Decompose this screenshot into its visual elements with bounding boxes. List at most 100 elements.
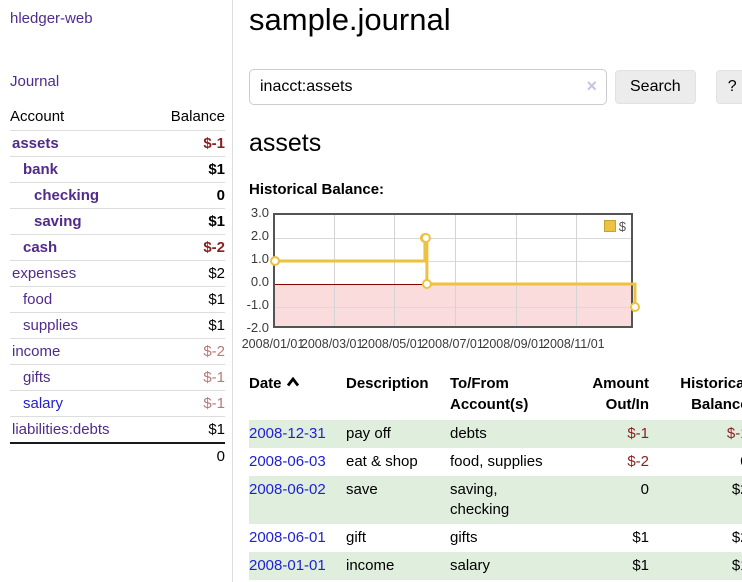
account-balance: $2 xyxy=(149,260,225,287)
register-cell-balance: $2 xyxy=(731,528,742,546)
register-row: 2008-01-01 income salary $1 $1 xyxy=(249,551,742,580)
register-header-tofrom: To/From Account(s) xyxy=(450,374,529,413)
register-header-description: Description xyxy=(346,374,429,392)
v-gridline xyxy=(394,214,396,326)
account-heading: assets xyxy=(249,128,322,157)
transaction-date-link[interactable]: 2008-06-02 xyxy=(249,480,326,498)
account-link[interactable]: gifts xyxy=(23,369,51,386)
account-link[interactable]: checking xyxy=(34,187,100,204)
register-cell-description: save xyxy=(346,480,378,498)
x-axis-tick-label: 2008/09/01 xyxy=(482,336,545,351)
search-input-wrapper: × xyxy=(249,68,607,105)
account-row: income $-2 xyxy=(10,338,225,365)
v-gridline xyxy=(515,214,517,326)
x-axis-tick-label: 2008/11/01 xyxy=(542,336,605,351)
register-row: 2008-12-31 pay off debts $-1 $-1 xyxy=(249,419,742,448)
account-row: salary $-1 xyxy=(10,390,225,417)
register-cell-amount: $-1 xyxy=(627,424,649,442)
x-axis-tick-label: 2008/01/01 xyxy=(241,336,305,351)
register-cell-date: 2008-06-01 xyxy=(249,524,346,552)
accounts-table: Account Balance assets $-1 bank $1 checking 0… xyxy=(10,105,225,469)
accounts-total-value: 0 xyxy=(149,442,225,469)
historical-balance-chart: 3.0 2.0 1.0 0.0 -1.0 -2.0 $2008/01/01 2008/03/0… xyxy=(241,205,742,358)
account-balance: $1 xyxy=(149,286,225,313)
legend-label: $ xyxy=(618,218,626,234)
register-row: 2008-06-01 gift gifts $1 $2 xyxy=(249,524,742,552)
register-cell-tofrom: debts xyxy=(450,424,487,442)
account-link[interactable]: food xyxy=(23,291,53,308)
account-link[interactable]: liabilities:debts xyxy=(12,421,110,438)
x-axis-tick-label: 2008/07/01 xyxy=(421,336,484,351)
register-header-date[interactable]: Date xyxy=(249,370,346,420)
account-row: saving $1 xyxy=(10,208,225,235)
chart-legend: $ xyxy=(603,218,626,234)
register-row: 2008-06-02 save saving, checking 0 $2 xyxy=(249,475,742,524)
account-balance: 0 xyxy=(149,182,225,209)
h-gridline xyxy=(275,260,631,262)
transaction-date-link[interactable]: 2008-06-01 xyxy=(249,528,326,546)
data-point-marker xyxy=(630,301,640,312)
register-cell-tofrom: salary xyxy=(450,556,491,574)
register-row: 2008-06-03 eat & shop food, supplies $-20 xyxy=(249,448,742,476)
account-link[interactable]: assets xyxy=(12,135,59,152)
register-cell-description: eat & shop xyxy=(346,452,418,470)
balance-step-line xyxy=(270,232,640,312)
register-cell-date: 2008-01-01 xyxy=(249,552,346,580)
register-cell-date: 2008-06-02 xyxy=(249,476,346,524)
v-gridline xyxy=(454,214,456,326)
account-balance: $1 xyxy=(149,156,225,183)
transaction-date-link[interactable]: 2008-01-01 xyxy=(249,556,326,574)
accounts-total-spacer xyxy=(10,442,150,469)
sidebar-item-journal[interactable]: Journal xyxy=(10,73,60,90)
transaction-date-link[interactable]: 2008-12-31 xyxy=(249,424,326,442)
sidebar: hledger-web Journal Account Balance asse… xyxy=(0,0,233,582)
account-row: liabilities:debts $1 xyxy=(10,416,225,443)
y-axis-tick-label: 2.0 xyxy=(250,227,269,243)
account-link[interactable]: income xyxy=(12,343,61,360)
legend-swatch-icon xyxy=(603,220,616,233)
register-cell-tofrom: gifts xyxy=(450,528,478,546)
transaction-date-link[interactable]: 2008-06-03 xyxy=(249,452,326,470)
register-cell-amount: $1 xyxy=(632,528,649,546)
register-cell-tofrom: food, supplies xyxy=(450,452,543,470)
register-cell-amount: 0 xyxy=(640,480,649,498)
v-gridline xyxy=(575,214,577,326)
account-row: cash $-2 xyxy=(10,234,225,261)
register-cell-description: income xyxy=(346,556,395,574)
register-cell-balance: $-1 xyxy=(726,424,742,442)
account-link[interactable]: bank xyxy=(23,161,59,178)
register-table: Date Description To/From Account(s) Amou… xyxy=(249,370,742,580)
register-cell-balance: $2 xyxy=(731,480,742,498)
account-link[interactable]: supplies xyxy=(23,317,79,334)
data-point-marker xyxy=(270,255,280,266)
search-input[interactable] xyxy=(249,68,607,105)
main-content: sample.journal × Search ? assets Histori… xyxy=(233,0,742,582)
register-cell-description: gift xyxy=(346,528,367,546)
plot-area: $ xyxy=(270,212,640,328)
account-link[interactable]: salary xyxy=(23,395,64,412)
register-cell-tofrom: saving, checking xyxy=(450,480,510,518)
account-link[interactable]: cash xyxy=(23,239,58,256)
chart-title: Historical Balance: xyxy=(249,180,385,198)
h-gridline xyxy=(275,306,631,308)
account-row: bank $1 xyxy=(10,156,225,183)
search-button[interactable]: Search xyxy=(615,69,696,104)
search-help-button[interactable]: ? xyxy=(715,69,742,104)
accounts-header-balance: Balance xyxy=(170,108,225,125)
register-cell-date: 2008-06-03 xyxy=(249,448,346,476)
account-row: expenses $2 xyxy=(10,260,225,287)
app-title-link[interactable]: hledger-web xyxy=(10,10,93,27)
account-balance: $1 xyxy=(149,416,225,443)
account-link[interactable]: saving xyxy=(34,213,82,230)
register-header-amount: Amount Out/In xyxy=(592,374,649,413)
y-axis-tick-label: 0.0 xyxy=(250,273,269,289)
clear-search-icon[interactable]: × xyxy=(586,75,597,96)
account-balance: $1 xyxy=(149,312,225,339)
register-header-balance: Historical Balance xyxy=(680,374,742,413)
register-cell-description: pay off xyxy=(346,424,391,442)
y-axis-tick-label: -1.0 xyxy=(246,296,269,312)
page-title: sample.journal xyxy=(249,2,451,37)
x-axis-tick-label: 2008/05/01 xyxy=(361,336,424,351)
account-link[interactable]: expenses xyxy=(12,265,77,282)
account-row: checking 0 xyxy=(10,182,225,209)
